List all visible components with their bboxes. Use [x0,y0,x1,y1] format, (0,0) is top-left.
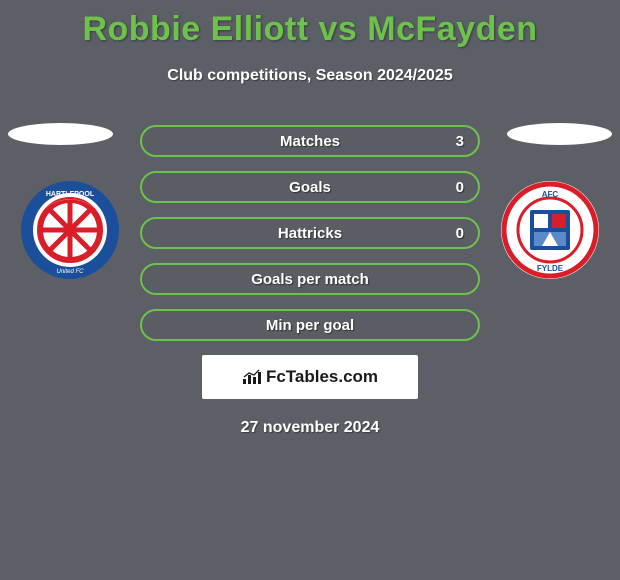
left-club-badge: HARTLEPOOL United FC [20,180,120,280]
right-club-badge: AFC FYLDE [500,180,600,280]
svg-text:FYLDE: FYLDE [537,264,564,273]
brand-text: FcTables.com [242,367,378,387]
stat-value-right: 0 [456,179,464,196]
stat-row-goals-per-match: Goals per match [140,263,480,295]
page-title: Robbie Elliott vs McFayden [0,0,620,49]
stat-row-min-per-goal: Min per goal [140,309,480,341]
stat-row-matches: Matches 3 [140,125,480,157]
brand-label: FcTables.com [266,367,378,387]
svg-text:AFC: AFC [542,190,559,199]
stat-value-right: 0 [456,225,464,242]
stat-rows: Matches 3 Goals 0 Hattricks 0 Goals per … [140,125,480,341]
stats-area: HARTLEPOOL United FC AFC FYLDE Matches 3… [0,125,620,437]
stat-label: Min per goal [266,317,354,334]
stat-row-goals: Goals 0 [140,171,480,203]
stat-row-hattricks: Hattricks 0 [140,217,480,249]
brand-box[interactable]: FcTables.com [202,355,418,399]
svg-text:United FC: United FC [56,269,84,275]
stat-label: Matches [280,133,340,150]
right-player-oval [507,123,612,145]
stat-value-right: 3 [456,133,464,150]
svg-text:HARTLEPOOL: HARTLEPOOL [46,191,95,198]
stat-label: Goals [289,179,331,196]
date-line: 27 november 2024 [0,419,620,437]
hartlepool-badge-icon: HARTLEPOOL United FC [20,180,120,280]
left-player-oval [8,123,113,145]
stat-label: Goals per match [251,271,369,288]
chart-icon [242,369,262,385]
stat-label: Hattricks [278,225,342,242]
subtitle: Club competitions, Season 2024/2025 [0,67,620,85]
afc-fylde-badge-icon: AFC FYLDE [500,180,600,280]
